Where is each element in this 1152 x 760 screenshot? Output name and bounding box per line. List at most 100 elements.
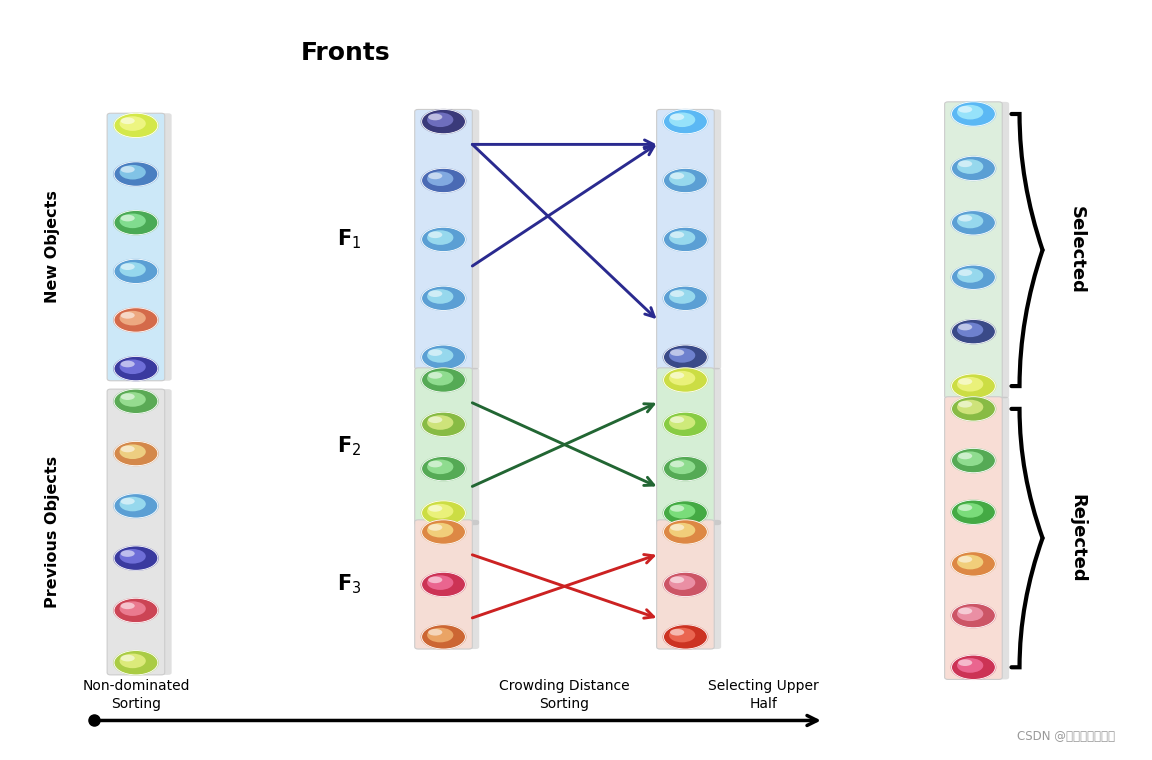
Ellipse shape <box>664 572 707 597</box>
Ellipse shape <box>958 324 972 331</box>
Text: Crowding Distance
Sorting: Crowding Distance Sorting <box>499 679 630 711</box>
Ellipse shape <box>429 505 442 511</box>
FancyBboxPatch shape <box>952 102 1009 398</box>
Ellipse shape <box>957 658 984 673</box>
Ellipse shape <box>952 603 995 628</box>
Ellipse shape <box>121 445 135 452</box>
FancyBboxPatch shape <box>415 520 472 649</box>
Ellipse shape <box>114 356 158 381</box>
Ellipse shape <box>120 116 146 131</box>
Ellipse shape <box>952 319 995 344</box>
Ellipse shape <box>114 442 158 466</box>
Ellipse shape <box>422 572 465 597</box>
Ellipse shape <box>114 494 158 518</box>
Ellipse shape <box>120 549 146 564</box>
Ellipse shape <box>114 211 158 235</box>
Ellipse shape <box>420 344 467 370</box>
Ellipse shape <box>950 654 996 680</box>
Text: Selecting Upper
Half: Selecting Upper Half <box>708 679 819 711</box>
Ellipse shape <box>120 359 146 374</box>
FancyBboxPatch shape <box>664 109 721 369</box>
Ellipse shape <box>422 457 465 481</box>
Ellipse shape <box>422 501 465 525</box>
Ellipse shape <box>420 412 467 437</box>
Ellipse shape <box>114 651 158 675</box>
Ellipse shape <box>121 118 135 124</box>
Ellipse shape <box>121 655 135 661</box>
Ellipse shape <box>114 598 158 622</box>
Ellipse shape <box>670 173 684 179</box>
Ellipse shape <box>429 350 442 356</box>
Ellipse shape <box>429 290 442 297</box>
Ellipse shape <box>670 461 684 467</box>
Ellipse shape <box>957 322 984 337</box>
Ellipse shape <box>958 505 972 511</box>
Ellipse shape <box>120 601 146 616</box>
Ellipse shape <box>422 520 465 544</box>
Ellipse shape <box>113 597 159 623</box>
Ellipse shape <box>669 112 696 127</box>
Ellipse shape <box>669 172 696 186</box>
Ellipse shape <box>957 268 984 283</box>
Ellipse shape <box>422 227 465 252</box>
Ellipse shape <box>662 500 708 526</box>
Text: Previous Objects: Previous Objects <box>45 456 61 608</box>
Ellipse shape <box>113 356 159 382</box>
Ellipse shape <box>121 603 135 610</box>
FancyBboxPatch shape <box>415 109 472 369</box>
Ellipse shape <box>420 456 467 481</box>
Ellipse shape <box>429 173 442 179</box>
Ellipse shape <box>420 500 467 526</box>
Text: CSDN @电气工程研习框: CSDN @电气工程研习框 <box>1017 730 1115 743</box>
Ellipse shape <box>664 227 707 252</box>
Ellipse shape <box>113 258 159 284</box>
Ellipse shape <box>664 501 707 525</box>
Ellipse shape <box>952 552 995 576</box>
Ellipse shape <box>950 101 996 127</box>
Ellipse shape <box>121 264 135 270</box>
Ellipse shape <box>669 371 696 385</box>
Ellipse shape <box>427 575 454 590</box>
Ellipse shape <box>664 412 707 436</box>
Ellipse shape <box>664 169 707 192</box>
Ellipse shape <box>113 546 159 571</box>
Ellipse shape <box>429 372 442 378</box>
Ellipse shape <box>113 388 159 414</box>
Ellipse shape <box>950 156 996 181</box>
Ellipse shape <box>957 160 984 174</box>
Ellipse shape <box>952 265 995 290</box>
Ellipse shape <box>121 550 135 557</box>
Ellipse shape <box>958 660 972 666</box>
Ellipse shape <box>958 401 972 407</box>
Ellipse shape <box>952 157 995 181</box>
Ellipse shape <box>952 500 995 524</box>
Ellipse shape <box>952 448 995 473</box>
Ellipse shape <box>420 519 467 545</box>
Ellipse shape <box>670 577 684 583</box>
Ellipse shape <box>422 625 465 649</box>
Ellipse shape <box>957 606 984 621</box>
Ellipse shape <box>427 348 454 363</box>
FancyBboxPatch shape <box>657 368 714 525</box>
Ellipse shape <box>429 232 442 238</box>
Ellipse shape <box>952 374 995 398</box>
Ellipse shape <box>113 441 159 467</box>
Ellipse shape <box>958 378 972 385</box>
Ellipse shape <box>422 368 465 392</box>
Ellipse shape <box>662 344 708 370</box>
FancyBboxPatch shape <box>657 109 714 369</box>
Text: $\mathbf{F}_3$: $\mathbf{F}_3$ <box>336 572 362 597</box>
Text: Non-dominated
Sorting: Non-dominated Sorting <box>82 679 190 711</box>
Text: Fronts: Fronts <box>301 41 391 65</box>
Ellipse shape <box>669 348 696 363</box>
Ellipse shape <box>670 524 684 530</box>
Ellipse shape <box>114 546 158 570</box>
Ellipse shape <box>120 497 146 511</box>
Ellipse shape <box>950 499 996 525</box>
Ellipse shape <box>420 168 467 193</box>
FancyBboxPatch shape <box>107 389 165 675</box>
Ellipse shape <box>113 307 159 333</box>
Ellipse shape <box>669 628 696 642</box>
Ellipse shape <box>113 161 159 187</box>
Ellipse shape <box>427 504 454 518</box>
